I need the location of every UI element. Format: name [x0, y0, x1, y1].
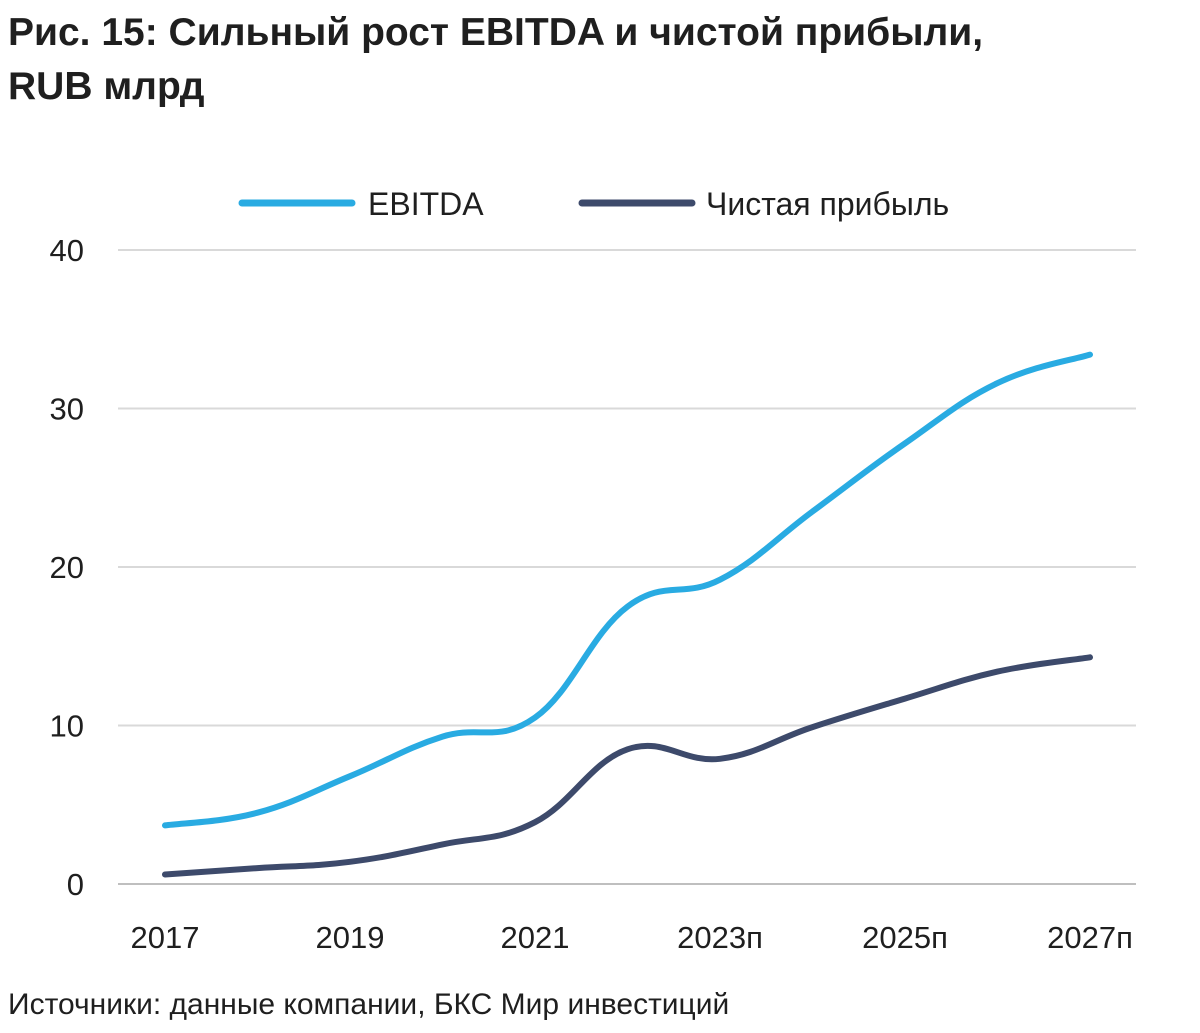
- chart-series: [162, 351, 1093, 878]
- y-tick-label-20: 20: [50, 550, 84, 585]
- chart-gridlines: [118, 249, 1136, 885]
- y-tick-label-40: 40: [50, 233, 84, 268]
- legend-label-ebitda: EBITDA: [368, 186, 484, 222]
- y-tick-label-30: 30: [50, 392, 84, 427]
- chart-title-line-1: Рис. 15: Сильный рост EBITDA и чистой пр…: [8, 11, 984, 54]
- chart-legend: EBITDA Чистая прибыль: [238, 186, 949, 222]
- x-tick-label-2019: 2019: [316, 920, 385, 955]
- series-line-net-income: [162, 654, 1093, 878]
- x-tick-label-2017: 2017: [131, 920, 200, 955]
- series-line-ebitda: [162, 351, 1093, 829]
- y-tick-label-10: 10: [50, 709, 84, 744]
- chart-title-line-2: RUB млрд: [8, 65, 205, 108]
- chart-title: Рис. 15: Сильный рост EBITDA и чистой пр…: [8, 6, 1198, 114]
- y-tick-label-0: 0: [67, 867, 84, 902]
- legend-label-net-income: Чистая прибыль: [706, 186, 949, 222]
- x-tick-label-2021: 2021: [501, 920, 570, 955]
- x-tick-label-2023п: 2023п: [677, 920, 763, 955]
- y-axis-tick-labels: 0 10 20 30 40: [50, 233, 84, 902]
- x-axis-tick-labels: 2017 2019 2021 2023п 2025п 2027п: [131, 920, 1133, 955]
- x-tick-label-2025п: 2025п: [862, 920, 948, 955]
- source-note: Источники: данные компании, БКС Мир инве…: [8, 988, 730, 1021]
- x-tick-label-2027п: 2027п: [1047, 920, 1133, 955]
